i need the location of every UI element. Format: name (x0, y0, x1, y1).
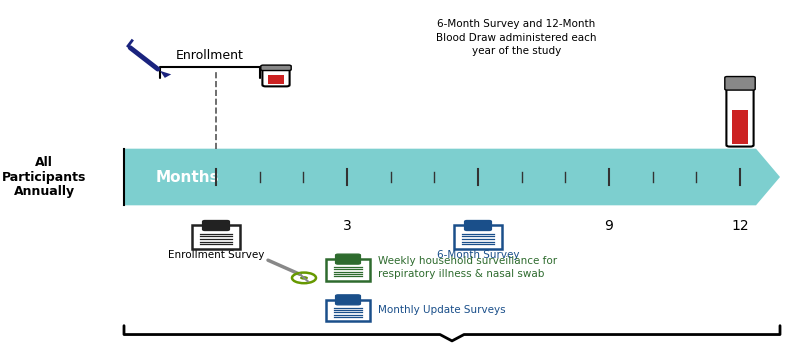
FancyBboxPatch shape (725, 76, 755, 90)
Text: 6: 6 (474, 219, 482, 234)
FancyBboxPatch shape (726, 86, 754, 147)
Text: Enrollment: Enrollment (176, 49, 244, 62)
Text: Months: Months (156, 170, 220, 184)
Text: 6-Month Survey and 12-Month
Blood Draw administered each
year of the study: 6-Month Survey and 12-Month Blood Draw a… (436, 19, 597, 56)
Text: 12: 12 (731, 219, 749, 234)
Text: Weekly household surveillance for
respiratory illness & nasal swab: Weekly household surveillance for respir… (378, 256, 558, 279)
Bar (732, 110, 748, 144)
Circle shape (300, 276, 308, 280)
Polygon shape (124, 149, 780, 205)
FancyBboxPatch shape (336, 254, 361, 264)
FancyBboxPatch shape (465, 221, 491, 230)
FancyBboxPatch shape (202, 221, 230, 230)
Text: 6-Month Survey: 6-Month Survey (437, 250, 519, 259)
FancyBboxPatch shape (326, 259, 370, 281)
Text: 9: 9 (605, 219, 614, 234)
Text: Enrollment Survey: Enrollment Survey (168, 250, 264, 259)
Text: All
Participants
Annually: All Participants Annually (2, 155, 86, 199)
FancyBboxPatch shape (336, 295, 361, 305)
Bar (268, 75, 284, 84)
FancyBboxPatch shape (192, 225, 240, 249)
Text: 0: 0 (212, 219, 220, 234)
FancyBboxPatch shape (262, 67, 290, 86)
Text: Monthly Update Surveys: Monthly Update Surveys (378, 305, 506, 315)
FancyBboxPatch shape (261, 65, 291, 70)
Polygon shape (160, 71, 171, 78)
Text: 3: 3 (342, 219, 351, 234)
FancyBboxPatch shape (454, 225, 502, 249)
FancyBboxPatch shape (326, 300, 370, 321)
